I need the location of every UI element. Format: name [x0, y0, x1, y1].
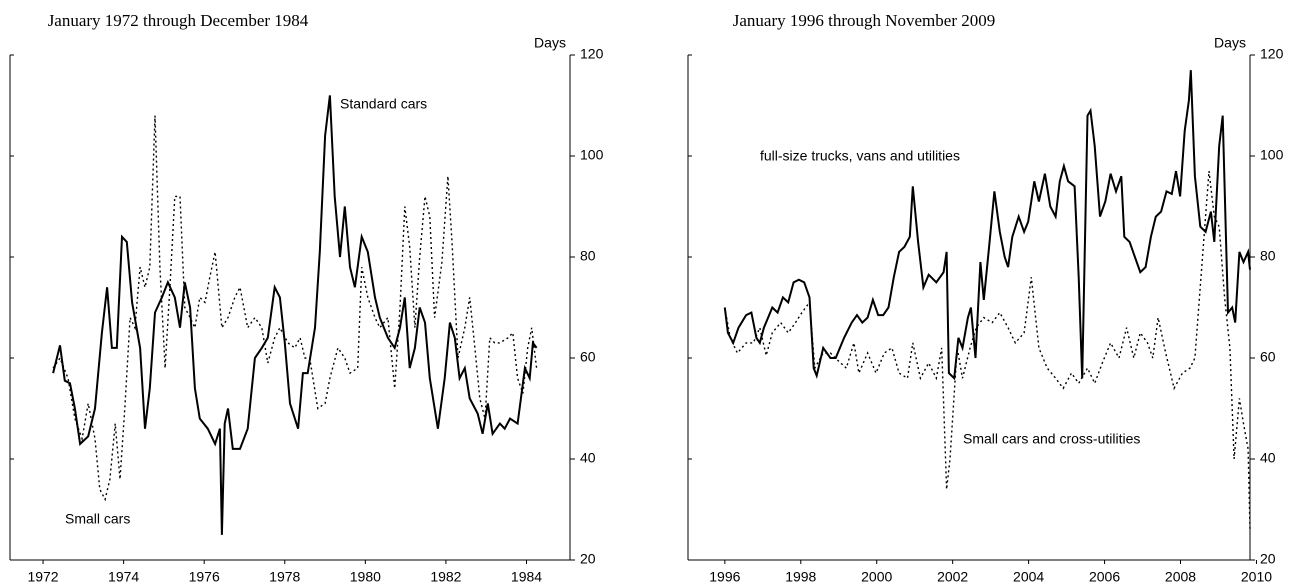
x-tick-label: 1980 [350, 569, 381, 585]
series-label: Small cars [65, 511, 130, 527]
y-tick-label: 80 [580, 248, 596, 264]
x-tick-label: 2004 [1013, 569, 1044, 585]
series-label: Small cars and cross-utilities [963, 431, 1140, 447]
y-tick-label: 60 [1260, 349, 1276, 365]
y-tick-label: 80 [1260, 248, 1276, 264]
y-tick-label: 120 [1260, 46, 1284, 62]
y-tick-label: 20 [580, 551, 596, 567]
y-tick-label: 20 [1260, 551, 1276, 567]
x-tick-label: 1982 [430, 569, 461, 585]
y-tick-label: 100 [1260, 147, 1284, 163]
y-tick-label: 100 [580, 147, 604, 163]
panel-title: January 1972 through December 1984 [48, 11, 309, 30]
x-tick-label: 2006 [1089, 569, 1120, 585]
y-tick-label: 60 [580, 349, 596, 365]
x-tick-label: 1978 [269, 569, 300, 585]
x-tick-label: 1998 [785, 569, 816, 585]
series-label: full-size trucks, vans and utilities [760, 148, 960, 164]
x-tick-label: 1972 [27, 569, 58, 585]
x-tick-label: 1984 [511, 569, 542, 585]
series-line [724, 171, 1251, 530]
y-tick-label: 120 [580, 46, 604, 62]
y-tick-label: 40 [1260, 450, 1276, 466]
x-tick-label: 1974 [108, 569, 139, 585]
series-line [723, 70, 1251, 381]
series-label: Standard cars [340, 96, 427, 112]
axis-label: Days [1214, 35, 1246, 51]
x-tick-label: 2010 [1241, 569, 1272, 585]
x-tick-label: 2000 [861, 569, 892, 585]
axis-label: Days [534, 35, 566, 51]
x-tick-label: 2002 [937, 569, 968, 585]
series-line [52, 95, 538, 535]
x-tick-label: 1996 [709, 569, 740, 585]
x-tick-label: 2008 [1165, 569, 1196, 585]
panel-title: January 1996 through November 2009 [733, 11, 996, 30]
series-line [52, 115, 538, 502]
y-tick-label: 40 [580, 450, 596, 466]
x-tick-label: 1976 [189, 569, 220, 585]
